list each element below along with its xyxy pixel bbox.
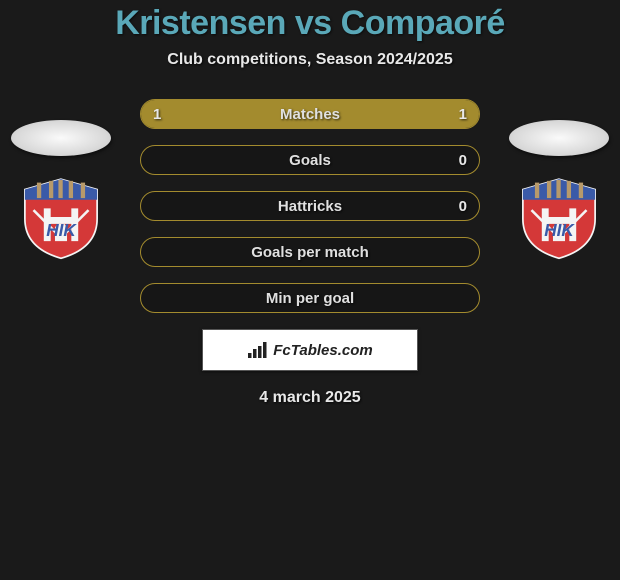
svg-text:HIK: HIK bbox=[46, 220, 77, 240]
svg-text:HIK: HIK bbox=[544, 220, 575, 240]
club-badge-left: HIK bbox=[16, 174, 106, 260]
page-title: Kristensen vs Compaoré bbox=[0, 4, 620, 43]
brand-text: FcTables.com bbox=[273, 342, 372, 359]
club-badge-right: HIK bbox=[514, 174, 604, 260]
stat-row-goals-per-match: Goals per match bbox=[140, 237, 480, 267]
stat-value-right: 0 bbox=[459, 152, 467, 169]
stat-row-min-per-goal: Min per goal bbox=[140, 283, 480, 313]
player-silhouette-right bbox=[509, 120, 609, 156]
subtitle: Club competitions, Season 2024/2025 bbox=[0, 51, 620, 69]
stat-label: Goals per match bbox=[251, 244, 369, 261]
stat-label: Matches bbox=[280, 106, 340, 123]
date-text: 4 march 2025 bbox=[0, 389, 620, 407]
shield-icon: HIK bbox=[16, 174, 106, 260]
stat-label: Min per goal bbox=[266, 290, 354, 307]
bar-chart-icon bbox=[247, 341, 269, 359]
player-silhouette-left bbox=[11, 120, 111, 156]
stat-value-right: 1 bbox=[459, 106, 467, 123]
stat-rows: 1 Matches 1 Goals 0 Hattricks 0 Goals pe… bbox=[140, 99, 480, 313]
stat-value-right: 0 bbox=[459, 198, 467, 215]
brand-box: FcTables.com bbox=[202, 329, 418, 371]
player-left: HIK bbox=[6, 120, 116, 260]
stat-value-left: 1 bbox=[153, 106, 161, 123]
stat-label: Hattricks bbox=[278, 198, 342, 215]
shield-icon: HIK bbox=[514, 174, 604, 260]
stat-row-matches: 1 Matches 1 bbox=[140, 99, 480, 129]
stat-label: Goals bbox=[289, 152, 331, 169]
stat-row-hattricks: Hattricks 0 bbox=[140, 191, 480, 221]
comparison-infographic: Kristensen vs Compaoré Club competitions… bbox=[0, 0, 620, 580]
stat-row-goals: Goals 0 bbox=[140, 145, 480, 175]
player-right: HIK bbox=[504, 120, 614, 260]
